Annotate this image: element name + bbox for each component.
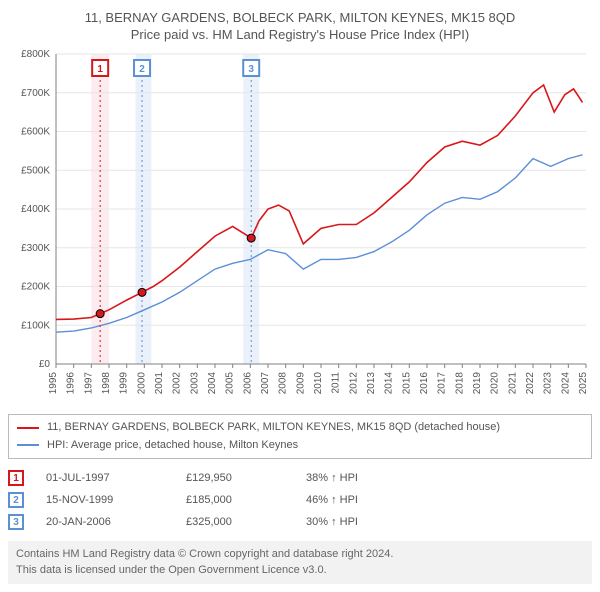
svg-text:2: 2 <box>139 64 145 75</box>
svg-text:1: 1 <box>97 64 103 75</box>
svg-text:£200K: £200K <box>21 282 50 293</box>
svg-text:1995: 1995 <box>48 372 59 395</box>
title-address: 11, BERNAY GARDENS, BOLBECK PARK, MILTON… <box>8 10 592 25</box>
svg-text:2012: 2012 <box>348 372 359 395</box>
legend-label-hpi: HPI: Average price, detached house, Milt… <box>47 437 298 455</box>
svg-text:2021: 2021 <box>507 372 518 395</box>
svg-text:2016: 2016 <box>419 372 430 395</box>
legend: 11, BERNAY GARDENS, BOLBECK PARK, MILTON… <box>8 414 592 459</box>
sale-row: 1 01-JUL-1997£129,95038% ↑ HPI <box>8 467 592 489</box>
sale-row: 2 15-NOV-1999£185,00046% ↑ HPI <box>8 489 592 511</box>
svg-text:£700K: £700K <box>21 88 50 99</box>
svg-text:2001: 2001 <box>154 372 165 395</box>
footer-line1: Contains HM Land Registry data © Crown c… <box>16 547 584 562</box>
sale-pct: 46% ↑ HPI <box>306 494 426 506</box>
legend-swatch-hpi <box>17 444 39 446</box>
sales-table: 1 01-JUL-1997£129,95038% ↑ HPI 2 15-NOV-199… <box>8 467 592 533</box>
sale-row: 3 20-JAN-2006£325,00030% ↑ HPI <box>8 511 592 533</box>
sale-pct: 38% ↑ HPI <box>306 472 426 484</box>
svg-text:£400K: £400K <box>21 204 50 215</box>
svg-text:£100K: £100K <box>21 320 50 331</box>
svg-text:£800K: £800K <box>21 49 50 60</box>
svg-text:1997: 1997 <box>83 372 94 395</box>
sale-date: 15-NOV-1999 <box>46 494 186 506</box>
svg-text:2015: 2015 <box>401 372 412 395</box>
legend-row-property: 11, BERNAY GARDENS, BOLBECK PARK, MILTON… <box>17 419 583 437</box>
sale-price: £129,950 <box>186 472 306 484</box>
sale-marker-icon: 3 <box>8 514 24 530</box>
svg-text:2020: 2020 <box>490 372 501 395</box>
svg-text:3: 3 <box>248 64 254 75</box>
sale-date: 01-JUL-1997 <box>46 472 186 484</box>
svg-text:2013: 2013 <box>366 372 377 395</box>
sale-marker-icon: 2 <box>8 492 24 508</box>
svg-text:£600K: £600K <box>21 127 50 138</box>
sale-price: £185,000 <box>186 494 306 506</box>
legend-label-property: 11, BERNAY GARDENS, BOLBECK PARK, MILTON… <box>47 419 500 437</box>
svg-text:2017: 2017 <box>437 372 448 395</box>
svg-text:1996: 1996 <box>66 372 77 395</box>
svg-text:2008: 2008 <box>278 372 289 395</box>
svg-text:£0: £0 <box>39 359 51 370</box>
svg-text:2011: 2011 <box>331 372 342 394</box>
svg-text:2022: 2022 <box>525 372 536 395</box>
svg-text:2018: 2018 <box>454 372 465 395</box>
svg-text:2004: 2004 <box>207 372 218 395</box>
svg-text:1999: 1999 <box>119 372 130 395</box>
title-subtitle: Price paid vs. HM Land Registry's House … <box>8 27 592 42</box>
svg-text:2005: 2005 <box>225 372 236 395</box>
chart-title: 11, BERNAY GARDENS, BOLBECK PARK, MILTON… <box>8 10 592 42</box>
svg-text:£300K: £300K <box>21 243 50 254</box>
sale-date: 20-JAN-2006 <box>46 516 186 528</box>
sale-marker-icon: 1 <box>8 470 24 486</box>
legend-swatch-property <box>17 427 39 429</box>
svg-text:2014: 2014 <box>384 372 395 395</box>
price-chart: £0 £100K £200K £300K £400K £500K £600K £700K £80… <box>8 48 592 408</box>
svg-text:2003: 2003 <box>189 372 200 395</box>
attribution-footer: Contains HM Land Registry data © Crown c… <box>8 541 592 584</box>
svg-text:2007: 2007 <box>260 372 271 395</box>
svg-text:2006: 2006 <box>242 372 253 395</box>
svg-text:2023: 2023 <box>543 372 554 395</box>
svg-text:2024: 2024 <box>560 372 571 395</box>
legend-row-hpi: HPI: Average price, detached house, Milt… <box>17 437 583 455</box>
svg-text:2025: 2025 <box>578 372 589 395</box>
footer-line2: This data is licensed under the Open Gov… <box>16 563 584 578</box>
svg-text:1998: 1998 <box>101 372 112 395</box>
svg-text:2000: 2000 <box>136 372 147 395</box>
sale-price: £325,000 <box>186 516 306 528</box>
svg-text:2002: 2002 <box>172 372 183 395</box>
svg-text:2019: 2019 <box>472 372 483 395</box>
svg-text:2009: 2009 <box>295 372 306 395</box>
svg-text:2010: 2010 <box>313 372 324 395</box>
svg-text:£500K: £500K <box>21 165 50 176</box>
sale-pct: 30% ↑ HPI <box>306 516 426 528</box>
